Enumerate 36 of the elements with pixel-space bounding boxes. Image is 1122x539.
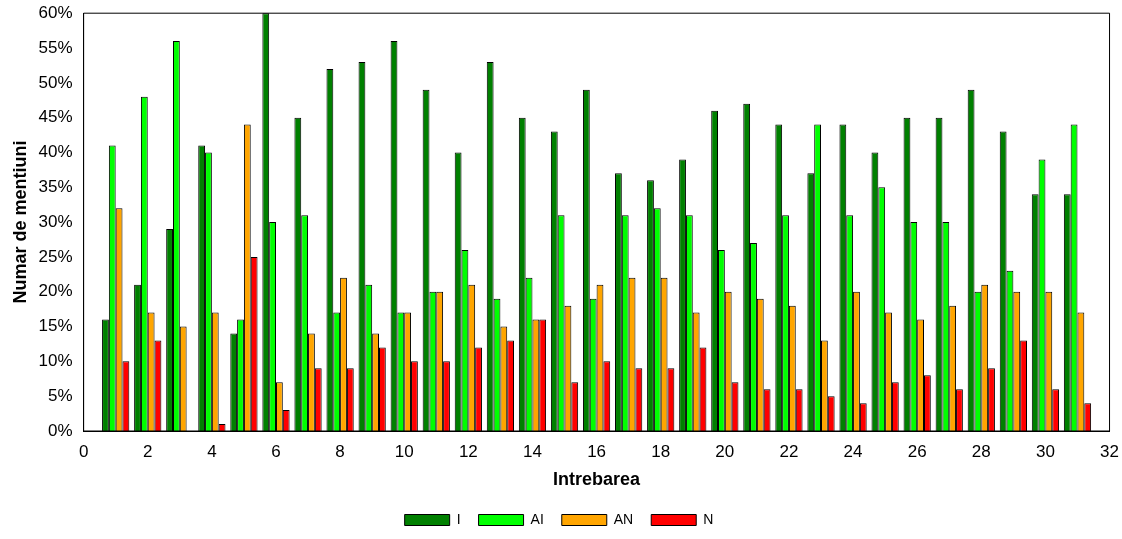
x-tick-label: 18 bbox=[651, 441, 671, 461]
y-tick-label: 35% bbox=[38, 176, 73, 196]
x-axis-title: Intrebarea bbox=[553, 469, 642, 490]
y-tick-label: 50% bbox=[38, 72, 73, 92]
x-tick-label: 22 bbox=[779, 441, 799, 461]
y-tick-label: 60% bbox=[38, 2, 73, 22]
legend-label: N bbox=[703, 510, 714, 527]
y-tick-label: 55% bbox=[38, 37, 73, 57]
x-tick-label: 4 bbox=[207, 441, 217, 461]
y-tick-label: 5% bbox=[48, 385, 73, 405]
legend-label: AN bbox=[613, 510, 634, 527]
x-tick-label: 12 bbox=[458, 441, 478, 461]
y-tick-label: 15% bbox=[38, 316, 73, 336]
x-tick-label: 10 bbox=[394, 441, 414, 461]
legend-label: I bbox=[456, 510, 461, 527]
y-tick-label: 25% bbox=[38, 246, 73, 266]
x-tick-label: 26 bbox=[907, 441, 927, 461]
x-tick-label: 28 bbox=[971, 441, 991, 461]
legend-label: AI bbox=[530, 510, 544, 527]
x-tick-label: 20 bbox=[715, 441, 735, 461]
y-tick-label: 40% bbox=[38, 142, 73, 162]
y-tick-label: 20% bbox=[38, 281, 73, 301]
y-tick-label: 0% bbox=[48, 420, 73, 440]
x-tick-label: 0 bbox=[78, 441, 89, 461]
x-tick-label: 32 bbox=[1100, 441, 1120, 461]
y-tick-label: 10% bbox=[38, 351, 73, 371]
x-tick-label: 16 bbox=[587, 441, 607, 461]
x-tick-label: 8 bbox=[335, 441, 345, 461]
x-tick-label: 30 bbox=[1035, 441, 1055, 461]
y-tick-label: 45% bbox=[38, 107, 73, 127]
x-tick-label: 6 bbox=[271, 441, 281, 461]
x-tick-label: 2 bbox=[143, 441, 153, 461]
y-axis-title: Numar de mentiuni bbox=[9, 140, 30, 304]
x-tick-label: 24 bbox=[843, 441, 863, 461]
y-tick-label: 30% bbox=[38, 211, 73, 231]
x-tick-label: 14 bbox=[523, 441, 542, 461]
